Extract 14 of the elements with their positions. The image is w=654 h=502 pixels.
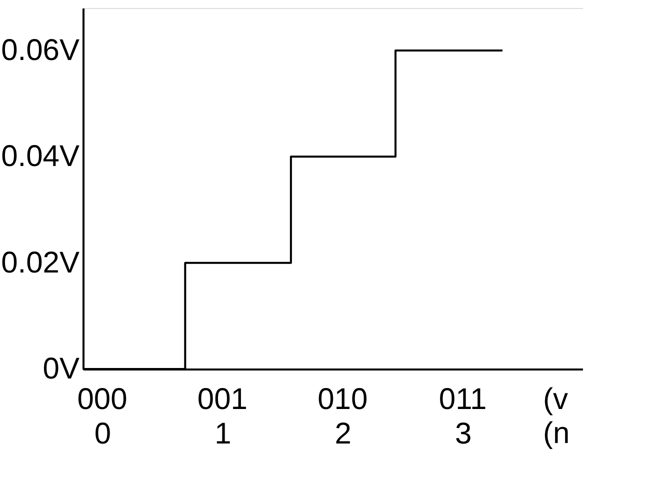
text: (v [543, 383, 568, 416]
y-tick-label: 0V [42, 352, 80, 386]
text: (n [543, 417, 570, 450]
text: 011 [438, 383, 487, 416]
text: 010 [318, 383, 368, 416]
x-tick-label: 3 [454, 418, 472, 450]
x-tick-label: 1 [214, 418, 232, 450]
y-tick-label: 0.06V [1, 34, 80, 67]
x-tick-label: 2 [334, 418, 352, 450]
text: 001 [197, 383, 248, 416]
y-tick-label: 0.02V [1, 246, 80, 280]
x-tick-label: 0 [94, 418, 112, 450]
y-tick-label: 0.04V [1, 140, 80, 174]
text: 000 [77, 383, 128, 416]
